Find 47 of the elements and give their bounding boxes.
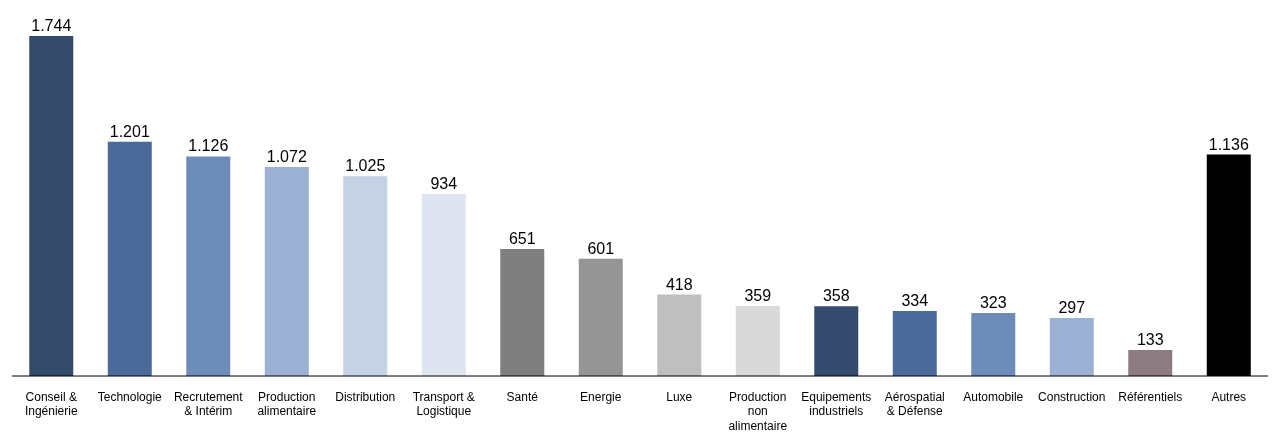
x-tick-label: Luxe xyxy=(666,389,693,404)
data-label: 601 xyxy=(587,239,615,257)
data-label: 297 xyxy=(1058,299,1086,317)
data-label: 1.072 xyxy=(266,148,307,166)
data-label: 133 xyxy=(1136,331,1164,349)
bar xyxy=(500,249,545,376)
bar xyxy=(814,306,859,376)
bar xyxy=(735,306,780,376)
bar xyxy=(1128,350,1173,376)
x-tick-label: Automobile xyxy=(963,389,1024,404)
bar xyxy=(421,193,466,376)
x-tick-label: Référentiels xyxy=(1118,389,1183,404)
bar xyxy=(264,167,309,376)
data-label: 1.126 xyxy=(188,137,229,155)
data-label: 1.744 xyxy=(31,17,72,34)
x-tick-label: Aérospatial & Défense xyxy=(884,389,945,419)
bar xyxy=(578,258,623,376)
bar xyxy=(107,141,152,376)
bar xyxy=(29,36,74,376)
x-tick-label: Transport & Logistique xyxy=(412,389,475,419)
data-label: 418 xyxy=(665,275,693,293)
x-tick-label: Recrutement & Intérim xyxy=(173,389,244,419)
data-label: 934 xyxy=(430,174,458,192)
data-label: 1.136 xyxy=(1208,135,1249,153)
x-tick-label: Equipements industriels xyxy=(801,389,872,419)
data-label: 334 xyxy=(901,291,929,309)
x-tick-label: Santé xyxy=(506,389,539,404)
bar xyxy=(186,156,231,376)
x-tick-label: Distribution xyxy=(335,389,396,404)
x-tick-label: Autres xyxy=(1211,389,1247,404)
data-label: 323 xyxy=(979,294,1007,312)
x-tick-label: Construction xyxy=(1038,389,1106,404)
data-label: 359 xyxy=(744,287,772,305)
data-label: 651 xyxy=(508,230,536,248)
bar xyxy=(657,294,702,376)
x-tick-label: Technologie xyxy=(97,389,163,404)
bar xyxy=(1049,318,1094,376)
data-label: 1.025 xyxy=(345,157,386,175)
bar xyxy=(971,313,1016,376)
bar xyxy=(343,176,388,376)
bar xyxy=(892,310,937,376)
x-tick-label: Energie xyxy=(580,389,622,404)
x-tick-label: Conseil & Ingénierie xyxy=(24,389,78,419)
data-label: 1.201 xyxy=(109,122,150,140)
data-label: 358 xyxy=(822,287,850,305)
x-tick-label: Production alimentaire xyxy=(257,389,317,419)
x-tick-label: Production non alimentaire xyxy=(728,389,788,433)
